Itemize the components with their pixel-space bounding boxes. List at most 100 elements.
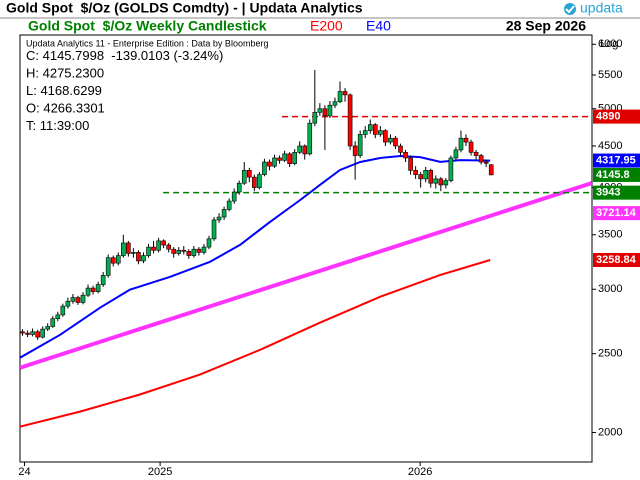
candle-body bbox=[196, 248, 202, 253]
price-label-box bbox=[593, 109, 640, 124]
candle-body bbox=[252, 176, 257, 188]
price-label-box bbox=[593, 206, 640, 221]
candle-body bbox=[121, 242, 126, 256]
candle-body bbox=[347, 94, 353, 147]
candle-body bbox=[65, 300, 71, 307]
price-label-box bbox=[593, 185, 640, 200]
candle-body bbox=[277, 157, 282, 161]
candle-body bbox=[70, 297, 76, 302]
candle-body bbox=[322, 108, 328, 117]
price-label-box bbox=[593, 253, 640, 268]
candle-body bbox=[75, 297, 81, 303]
price-label-box bbox=[593, 153, 640, 168]
candle-body bbox=[35, 331, 40, 338]
candle-body bbox=[267, 161, 272, 167]
info-line: Updata Analytics 11 - Enterprise Edition… bbox=[26, 38, 268, 48]
candle-body bbox=[342, 91, 348, 96]
candle-body bbox=[221, 209, 227, 218]
candle-body bbox=[282, 153, 287, 161]
candle-body bbox=[388, 137, 393, 143]
candle-body bbox=[141, 255, 146, 262]
candle-body bbox=[231, 191, 237, 202]
candle-body bbox=[463, 137, 469, 143]
candle-body bbox=[216, 216, 222, 221]
candle-body bbox=[60, 305, 66, 316]
chart-title: Gold Spot $/Oz Weekly Candlestick bbox=[28, 18, 267, 34]
trendline bbox=[20, 181, 592, 370]
candle-body bbox=[398, 145, 403, 153]
candle-body bbox=[186, 251, 192, 256]
candle-body bbox=[453, 149, 459, 159]
candle-body bbox=[226, 200, 232, 210]
legend-e200: E200 bbox=[310, 18, 343, 34]
candle-body bbox=[241, 170, 247, 184]
plot-layer bbox=[20, 69, 592, 428]
candle-body bbox=[191, 248, 197, 256]
candle-body bbox=[292, 152, 297, 164]
candle-body bbox=[433, 178, 439, 184]
candle-body bbox=[302, 145, 308, 155]
candle-body bbox=[45, 326, 51, 330]
candle-body bbox=[55, 314, 61, 320]
candle-body bbox=[156, 240, 161, 251]
scale-label: Log bbox=[600, 38, 618, 50]
y-tick-label: 5500 bbox=[598, 69, 622, 81]
price-label: 4145.8 bbox=[596, 169, 630, 181]
candle-body bbox=[473, 152, 479, 156]
logo: updata bbox=[580, 0, 623, 16]
price-label: 3943 bbox=[596, 187, 620, 199]
candle-body bbox=[287, 153, 292, 164]
y-tick-label: 3000 bbox=[598, 283, 622, 295]
candle-body bbox=[211, 219, 217, 240]
y-tick-label: 6000 bbox=[598, 38, 622, 50]
candle-body bbox=[40, 328, 45, 338]
candle-body bbox=[468, 141, 474, 153]
candle-body bbox=[317, 108, 323, 113]
candle-body bbox=[312, 111, 318, 124]
candle-body bbox=[247, 170, 252, 178]
candle-body bbox=[458, 137, 464, 151]
candle-body bbox=[80, 294, 86, 303]
candle-body bbox=[166, 244, 171, 250]
candle-body bbox=[367, 124, 373, 131]
candle-body bbox=[181, 249, 187, 252]
candle-body bbox=[131, 252, 136, 254]
candle-body bbox=[115, 255, 121, 264]
y-tick-label: 2500 bbox=[598, 348, 622, 360]
candle-body bbox=[257, 174, 262, 188]
candle-body bbox=[90, 287, 96, 292]
legend-e40: E40 bbox=[366, 18, 391, 34]
candle-body bbox=[161, 240, 166, 246]
price-label: 4317.95 bbox=[596, 154, 636, 166]
candle-body bbox=[428, 170, 434, 184]
candle-body bbox=[25, 332, 30, 335]
candle-body bbox=[201, 246, 207, 253]
candle-body bbox=[393, 137, 398, 147]
price-label-box bbox=[593, 167, 640, 182]
candle-body bbox=[297, 145, 303, 153]
x-tick-label: 2025 bbox=[148, 466, 172, 478]
window-title: Gold Spot $/Oz (GOLDS Comdty) - | Updata… bbox=[6, 0, 363, 16]
candle-body bbox=[478, 155, 484, 163]
candle-body bbox=[408, 157, 413, 171]
candle-body bbox=[136, 252, 141, 262]
candle-body bbox=[423, 170, 428, 180]
candle-body bbox=[236, 182, 242, 193]
ema-line bbox=[20, 259, 491, 428]
candle-body bbox=[176, 249, 182, 254]
candle-body bbox=[171, 248, 177, 254]
chart-date: 28 Sep 2026 bbox=[506, 18, 586, 34]
candle-body bbox=[332, 101, 338, 106]
candle-body bbox=[151, 246, 156, 251]
candle-body bbox=[30, 331, 35, 335]
candle-body bbox=[95, 284, 101, 292]
candle-body bbox=[146, 246, 151, 256]
candle-body bbox=[85, 287, 91, 296]
candle-body bbox=[362, 130, 368, 135]
logo-icon bbox=[564, 3, 576, 15]
candle-body bbox=[488, 164, 494, 176]
candle-body bbox=[357, 134, 363, 156]
logo-check bbox=[565, 5, 575, 14]
y-tick-label: 2000 bbox=[598, 426, 622, 438]
